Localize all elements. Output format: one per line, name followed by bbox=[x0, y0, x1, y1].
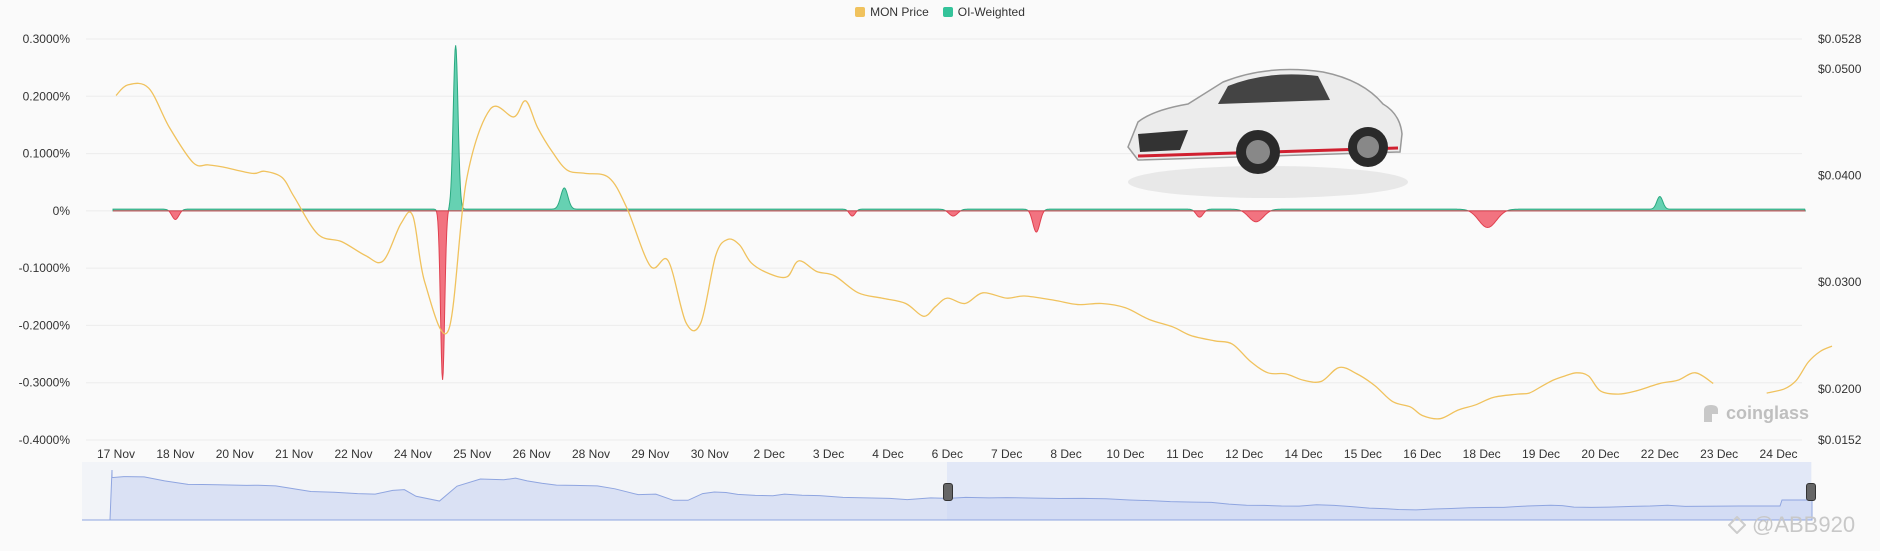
x-tick-label: 15 Dec bbox=[1344, 447, 1382, 461]
right-tick-label: $0.0400 bbox=[1818, 169, 1862, 183]
legend-label-mon-price: MON Price bbox=[870, 5, 929, 19]
legend-item-mon-price[interactable]: MON Price bbox=[855, 5, 929, 19]
x-tick-label: 24 Nov bbox=[394, 447, 432, 461]
x-tick-label: 17 Nov bbox=[97, 447, 135, 461]
x-tick-label: 25 Nov bbox=[453, 447, 491, 461]
left-tick-label: -0.2000% bbox=[19, 318, 71, 332]
left-tick-label: 0% bbox=[53, 204, 71, 218]
mon-price-line bbox=[115, 82, 1714, 420]
left-tick-label: 0.3000% bbox=[23, 32, 71, 46]
left-tick-label: 0.1000% bbox=[23, 147, 71, 161]
oi-positive-area bbox=[112, 45, 1806, 212]
coinglass-brand: coinglass bbox=[1726, 402, 1810, 423]
right-tick-label: $0.0200 bbox=[1818, 382, 1862, 396]
oi-weighted-swatch bbox=[942, 7, 953, 17]
x-tick-label: 30 Nov bbox=[691, 447, 729, 461]
zoom-preview-area bbox=[82, 469, 1813, 521]
mon-price-swatch bbox=[855, 7, 866, 17]
right-tick-label: $0.0300 bbox=[1818, 275, 1862, 289]
legend-label-oi-weighted: OI-Weighted bbox=[957, 5, 1025, 19]
x-tick-label: 3 Dec bbox=[813, 447, 844, 461]
right-tick-label: $0.0500 bbox=[1818, 62, 1862, 76]
coinglass-logo-icon bbox=[1704, 405, 1718, 422]
x-tick-label: 21 Nov bbox=[275, 447, 313, 461]
x-tick-label: 6 Dec bbox=[932, 447, 963, 461]
left-tick-label: -0.1000% bbox=[19, 261, 71, 275]
coinglass-watermark: coinglass bbox=[1700, 402, 1809, 424]
right-tick-label: $0.0528 bbox=[1818, 32, 1862, 46]
left-axis: 0.3000% 0.2000% 0.1000% 0% -0.1000% -0.2000% -… bbox=[19, 32, 71, 447]
x-tick-label: 11 Dec bbox=[1166, 447, 1203, 461]
legend-item-oi-weighted[interactable]: OI-Weighted bbox=[942, 5, 1025, 19]
x-tick-label: 18 Nov bbox=[156, 447, 194, 461]
x-tick-label: 26 Nov bbox=[513, 447, 551, 461]
handle-watermark: @ABB920 bbox=[1728, 512, 1855, 538]
x-tick-label: 29 Nov bbox=[631, 447, 669, 461]
x-tick-label: 2 Dec bbox=[753, 447, 784, 461]
grid-lines bbox=[86, 38, 1802, 441]
x-tick-label: 8 Dec bbox=[1050, 447, 1081, 461]
left-tick-label: 0.2000% bbox=[23, 89, 71, 103]
x-tick-label: 22 Dec bbox=[1641, 447, 1679, 461]
left-tick-label: -0.3000% bbox=[19, 376, 71, 390]
oi-negative-area bbox=[113, 210, 1806, 380]
zoom-left-handle[interactable] bbox=[943, 483, 953, 501]
watermark-diamond-icon bbox=[1728, 516, 1746, 534]
x-tick-label: 18 Dec bbox=[1463, 447, 1501, 461]
x-axis: 17 Nov 18 Nov 20 Nov 21 Nov 22 Nov 24 Nov 25 N… bbox=[97, 447, 1798, 461]
handle-text: @ABB920 bbox=[1752, 512, 1856, 537]
x-tick-label: 20 Dec bbox=[1581, 447, 1619, 461]
zoom-navigator bbox=[82, 462, 1813, 521]
x-tick-label: 16 Dec bbox=[1403, 447, 1441, 461]
zoom-right-handle[interactable] bbox=[1806, 483, 1816, 501]
x-tick-label: 19 Dec bbox=[1522, 447, 1560, 461]
x-tick-label: 20 Nov bbox=[216, 447, 254, 461]
right-axis: $0.0528 $0.0500 $0.0400 $0.0300 $0.0200 $0.01… bbox=[1818, 32, 1862, 447]
mon-price-series bbox=[115, 82, 1833, 420]
x-tick-label: 24 Dec bbox=[1760, 447, 1798, 461]
mon-price-line-segment bbox=[1766, 345, 1833, 394]
x-tick-label: 28 Nov bbox=[572, 447, 610, 461]
x-tick-label: 22 Nov bbox=[334, 447, 372, 461]
car-image bbox=[1127, 68, 1408, 198]
x-tick-label: 23 Dec bbox=[1700, 447, 1738, 461]
oi-weighted-series bbox=[112, 45, 1806, 380]
x-tick-label: 7 Dec bbox=[991, 447, 1022, 461]
legend: MON Price OI-Weighted bbox=[0, 4, 1880, 20]
x-tick-label: 14 Dec bbox=[1285, 447, 1323, 461]
x-tick-label: 10 Dec bbox=[1106, 447, 1144, 461]
x-tick-label: 4 Dec bbox=[872, 447, 903, 461]
left-tick-label: -0.4000% bbox=[19, 433, 71, 447]
right-tick-label: $0.0152 bbox=[1818, 433, 1862, 447]
x-tick-label: 12 Dec bbox=[1225, 447, 1263, 461]
